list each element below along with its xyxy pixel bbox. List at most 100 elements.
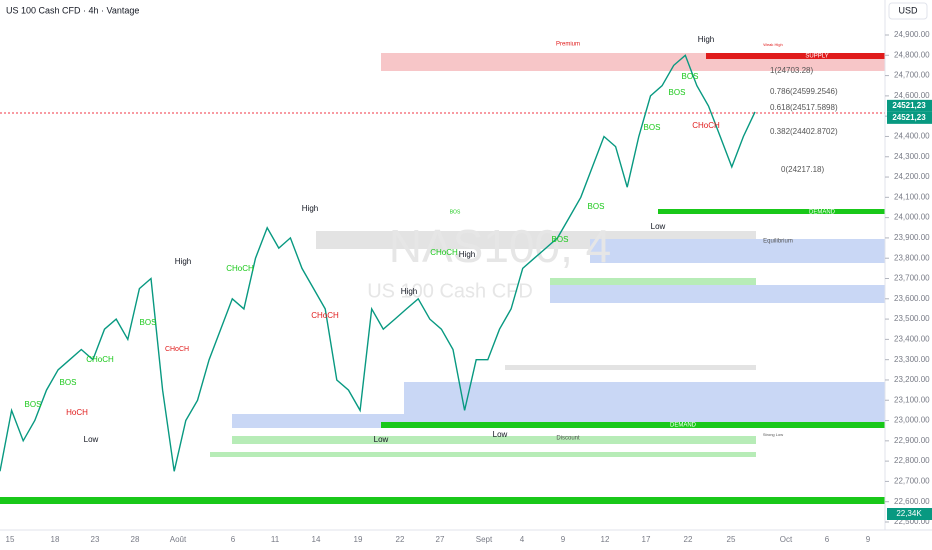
x-tick-label: 19 bbox=[354, 535, 363, 544]
watermark-sub: US 100 Cash CFD bbox=[367, 280, 533, 302]
x-tick-label: 22 bbox=[396, 535, 405, 544]
annotation: 0(24217.18) bbox=[781, 165, 824, 174]
x-tick-label: 4 bbox=[520, 535, 525, 544]
annotation: High bbox=[175, 257, 191, 266]
x-tick-label: 15 bbox=[6, 535, 15, 544]
y-tick-label: 24,300.00 bbox=[894, 152, 930, 161]
annotation: BOS bbox=[450, 209, 461, 215]
annotation: CHoCH bbox=[311, 311, 339, 320]
x-tick-label: 28 bbox=[131, 535, 140, 544]
y-tick-label: 24,700.00 bbox=[894, 71, 930, 80]
x-tick-label: 27 bbox=[436, 535, 445, 544]
chart-title: US 100 Cash CFD · 4h · Vantage bbox=[6, 5, 139, 15]
currency[interactable]: USD bbox=[898, 5, 918, 15]
x-tick-label: 9 bbox=[866, 535, 871, 544]
y-tick-label: 22,600.00 bbox=[894, 497, 930, 506]
discount-zone bbox=[210, 452, 756, 457]
demand-zone bbox=[381, 422, 885, 428]
annotation: High bbox=[401, 287, 417, 296]
x-tick-label: 11 bbox=[271, 535, 280, 544]
zone bbox=[505, 365, 756, 370]
y-tick-label: 24,600.00 bbox=[894, 91, 930, 100]
y-tick-label: 23,900.00 bbox=[894, 233, 930, 242]
x-tick-label: 6 bbox=[231, 535, 236, 544]
annotation: BOS bbox=[644, 123, 661, 132]
y-tick-label: 24,800.00 bbox=[894, 50, 930, 59]
zones bbox=[0, 53, 885, 504]
annotation: High bbox=[459, 250, 475, 259]
price-badge bbox=[887, 111, 932, 124]
x-tick-label: 6 bbox=[825, 535, 830, 544]
price-line bbox=[0, 54, 756, 472]
y-tick-label: 23,600.00 bbox=[894, 294, 930, 303]
annotation: CHoCH bbox=[430, 248, 458, 257]
annotation: Low bbox=[374, 435, 389, 444]
annotation: BOS bbox=[60, 378, 77, 387]
x-tick-label: Août bbox=[170, 535, 187, 544]
volume-badge bbox=[887, 508, 932, 520]
annotation: Premium bbox=[556, 42, 580, 48]
annotation: HoCH bbox=[66, 408, 88, 417]
y-tick-label: 24,900.00 bbox=[894, 30, 930, 39]
y-tick-label: 24,400.00 bbox=[894, 132, 930, 141]
ob-zone bbox=[550, 285, 885, 303]
annotation: BOS bbox=[552, 235, 569, 244]
annotation: Equilibrium bbox=[763, 239, 793, 245]
annotation: SUPPLY bbox=[805, 54, 828, 60]
annotation: CHoCH bbox=[165, 346, 189, 353]
x-tick-label: 23 bbox=[91, 535, 100, 544]
annotation: Low bbox=[651, 222, 666, 231]
y-tick-label: 24,100.00 bbox=[894, 192, 930, 201]
annotation: High bbox=[698, 35, 714, 44]
x-tick-label: 17 bbox=[642, 535, 651, 544]
y-tick-label: 23,500.00 bbox=[894, 314, 930, 323]
y-tick-label: 24,200.00 bbox=[894, 172, 930, 181]
discount-zone bbox=[232, 436, 756, 444]
watermark: NAS100, 4 bbox=[389, 220, 611, 272]
x-tick-label: 12 bbox=[601, 535, 610, 544]
annotation: BOS bbox=[140, 318, 157, 327]
annotation: Strong Low bbox=[763, 432, 783, 437]
price-label: 24521,23 bbox=[892, 113, 926, 122]
price-label: 24521,23 bbox=[892, 101, 926, 110]
demand-zone bbox=[0, 497, 885, 504]
annotation: Weak High bbox=[763, 42, 783, 47]
y-tick-label: 22,800.00 bbox=[894, 456, 930, 465]
annotation: 0.786(24599.2546) bbox=[770, 87, 838, 96]
annotation: High bbox=[302, 204, 318, 213]
annotation: CHoCH bbox=[86, 355, 114, 364]
y-tick-label: 23,100.00 bbox=[894, 395, 930, 404]
annotation: BOS bbox=[682, 72, 699, 81]
x-tick-label: 22 bbox=[684, 535, 693, 544]
y-tick-label: 22,500.00 bbox=[894, 517, 930, 526]
ob-zone bbox=[590, 239, 885, 263]
annotation: CHoCH bbox=[692, 121, 720, 130]
y-tick-label: 23,800.00 bbox=[894, 253, 930, 262]
x-tick-label: Oct bbox=[780, 535, 793, 544]
annotation: BOS bbox=[669, 88, 686, 97]
y-tick-label: 23,200.00 bbox=[894, 375, 930, 384]
x-tick-label: 9 bbox=[561, 535, 566, 544]
demand-zone bbox=[658, 209, 885, 214]
price-badge bbox=[887, 99, 932, 112]
annotation: Low bbox=[84, 435, 99, 444]
currency-button[interactable] bbox=[888, 2, 928, 20]
supply-zone bbox=[706, 53, 885, 59]
x-tick-label: 14 bbox=[312, 535, 321, 544]
annotation: CHoCH bbox=[226, 264, 254, 273]
y-tick-label: 23,700.00 bbox=[894, 274, 930, 283]
annotation: BOS bbox=[588, 202, 605, 211]
x-tick-label: 18 bbox=[51, 535, 60, 544]
ob-zone bbox=[404, 382, 885, 420]
annotation: Low bbox=[493, 430, 508, 439]
y-tick-label: 23,300.00 bbox=[894, 355, 930, 364]
annotation: Discount bbox=[556, 436, 580, 442]
volume-label: 22,34K bbox=[896, 509, 922, 518]
x-tick-label: 25 bbox=[727, 535, 736, 544]
annotation: BOS bbox=[25, 400, 42, 409]
annotation: 0.382(24402.8702) bbox=[770, 127, 838, 136]
annotation: 1(24703.28) bbox=[770, 66, 813, 75]
annotation: 0.618(24517.5898) bbox=[770, 103, 838, 112]
